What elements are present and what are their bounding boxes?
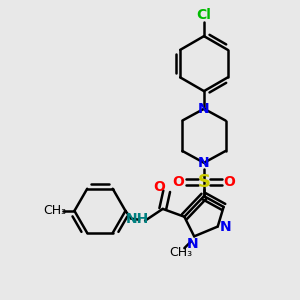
Text: O: O: [153, 180, 165, 194]
Text: N: N: [198, 102, 210, 116]
Text: NH: NH: [126, 212, 149, 226]
Text: CH₃: CH₃: [43, 204, 66, 218]
Text: O: O: [172, 176, 184, 189]
Text: N: N: [186, 237, 198, 251]
Text: N: N: [198, 156, 210, 170]
Text: O: O: [224, 176, 236, 189]
Text: CH₃: CH₃: [169, 246, 192, 259]
Text: S: S: [197, 173, 211, 191]
Text: N: N: [220, 220, 231, 234]
Text: Cl: Cl: [196, 8, 211, 22]
